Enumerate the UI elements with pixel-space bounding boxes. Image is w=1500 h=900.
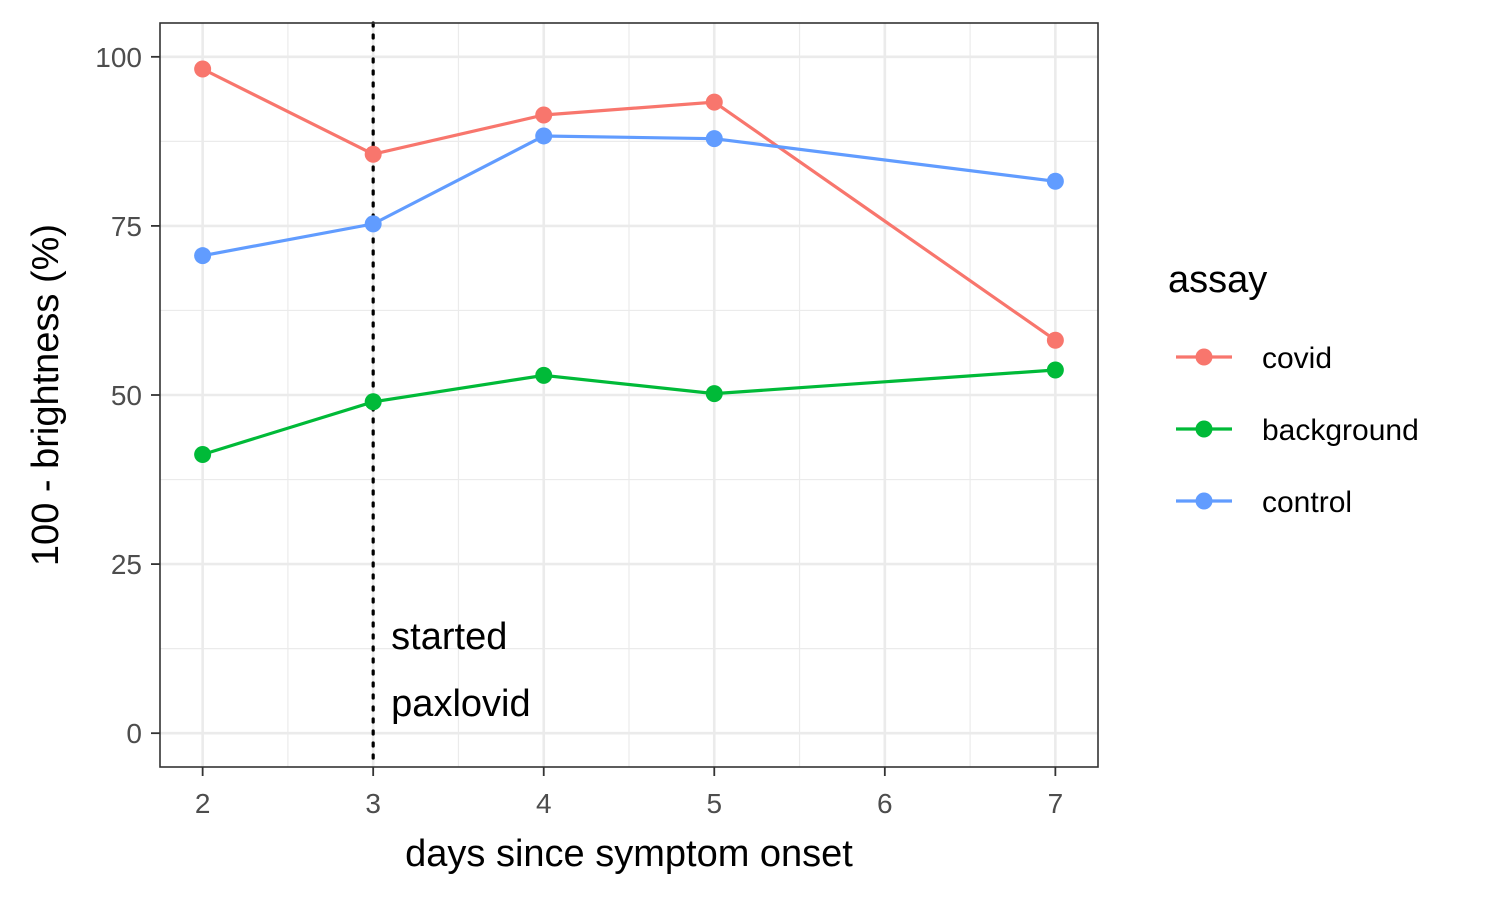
x-tick-label: 5 bbox=[706, 788, 722, 819]
legend-label: control bbox=[1262, 486, 1352, 519]
y-tick-label: 75 bbox=[111, 211, 142, 242]
x-tick-label: 3 bbox=[365, 788, 381, 819]
point-background-day-5 bbox=[705, 385, 723, 403]
legend-item-control: control bbox=[1176, 486, 1352, 519]
point-background-day-3 bbox=[364, 393, 382, 411]
x-tick-label: 6 bbox=[877, 788, 893, 819]
annotation-line-paxlovid: paxlovid bbox=[391, 683, 530, 725]
annotation: started paxlovid bbox=[391, 616, 530, 725]
x-tick-label: 4 bbox=[536, 788, 552, 819]
legend-item-background: background bbox=[1176, 414, 1419, 447]
point-control-day-5 bbox=[705, 130, 723, 148]
y-tick-label: 100 bbox=[95, 42, 142, 73]
y-tick-label: 50 bbox=[111, 380, 142, 411]
point-control-day-7 bbox=[1046, 172, 1064, 190]
y-tick-label: 0 bbox=[126, 718, 142, 749]
legend-title: assay bbox=[1168, 259, 1267, 301]
point-control-day-4 bbox=[535, 127, 553, 145]
x-axis-title: days since symptom onset bbox=[405, 833, 853, 875]
series-layer bbox=[194, 60, 1064, 464]
point-covid-day-4 bbox=[535, 106, 553, 124]
x-tick-label: 7 bbox=[1048, 788, 1064, 819]
point-background-day-2 bbox=[194, 446, 212, 464]
point-covid-day-3 bbox=[364, 145, 382, 163]
annotation-line-started: started bbox=[391, 616, 507, 658]
x-tick-label: 2 bbox=[195, 788, 211, 819]
point-covid-day-2 bbox=[194, 60, 212, 78]
legend-key-point bbox=[1195, 420, 1213, 438]
y-tick-label: 25 bbox=[111, 549, 142, 580]
legend-key-point bbox=[1195, 348, 1213, 366]
legend-label: background bbox=[1262, 414, 1419, 447]
point-covid-day-5 bbox=[705, 93, 723, 111]
legend-item-covid: covid bbox=[1176, 342, 1332, 375]
point-control-day-3 bbox=[364, 215, 382, 233]
point-background-day-4 bbox=[535, 366, 553, 384]
y-axis: 0 25 50 75 100 bbox=[95, 42, 160, 749]
point-covid-day-7 bbox=[1046, 331, 1064, 349]
point-control-day-2 bbox=[194, 247, 212, 265]
x-axis: 2 3 4 5 6 7 bbox=[195, 767, 1063, 819]
y-axis-title: 100 - brightness (%) bbox=[25, 224, 67, 566]
legend-label: covid bbox=[1262, 342, 1332, 375]
point-background-day-7 bbox=[1046, 361, 1064, 379]
legend-key-point bbox=[1195, 492, 1213, 510]
legend: assay covid background control bbox=[1168, 259, 1419, 519]
